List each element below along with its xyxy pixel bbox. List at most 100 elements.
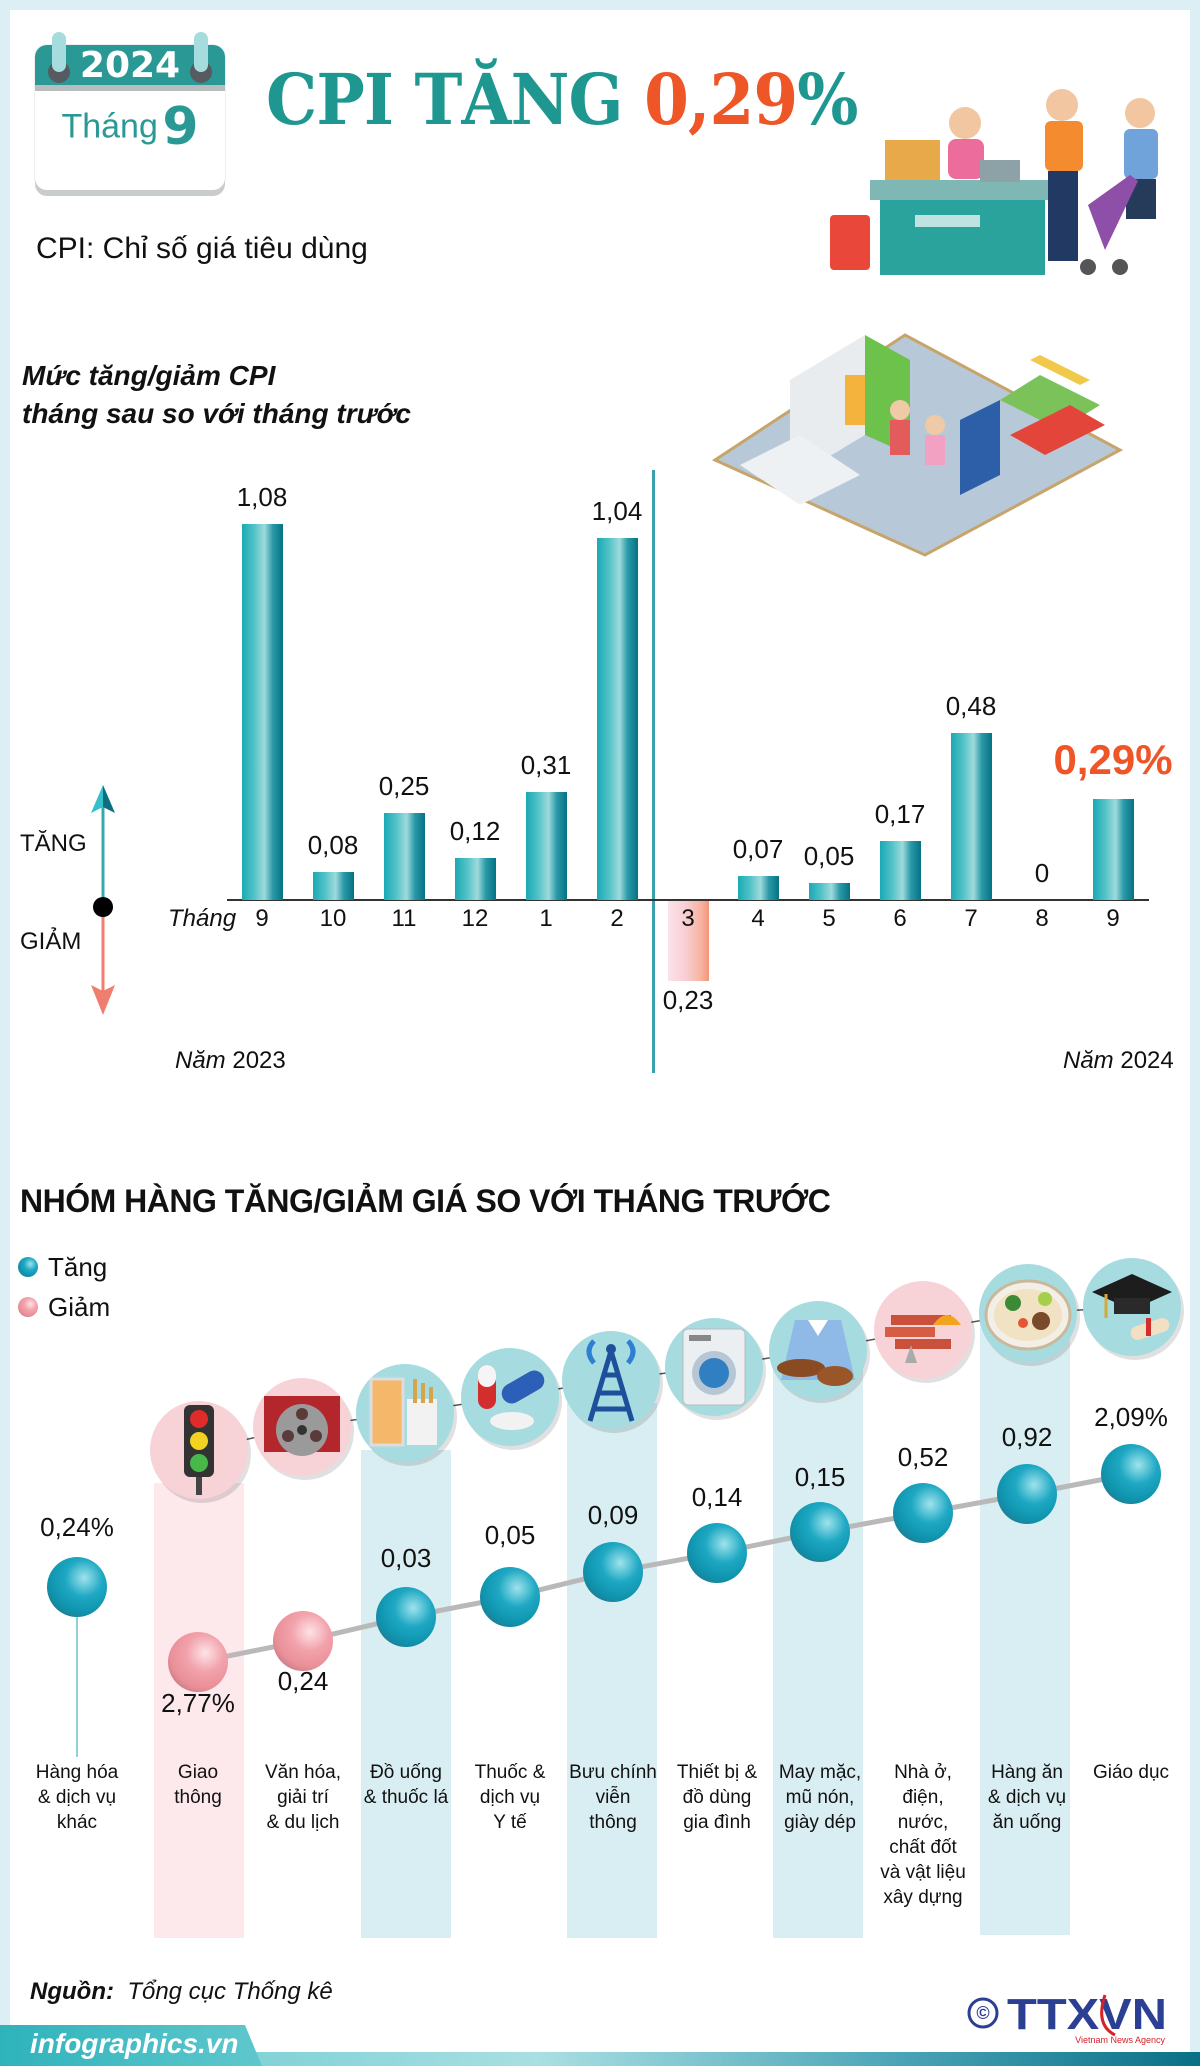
antenna-tower-icon [562, 1331, 660, 1429]
source-note: Nguồn: Tổng cục Thống kê [30, 1978, 333, 2006]
bricks-helmet-icon [874, 1281, 972, 1379]
drink-cigarette-icon [356, 1364, 454, 1462]
month-tick: 10 [319, 905, 347, 932]
label-line: Giáo dục [1092, 1762, 1170, 1783]
bar-value: 1,08 [236, 482, 288, 512]
legend-up-dot-icon [18, 1257, 38, 1277]
bar-value: 0,05 [803, 841, 855, 871]
column-bg [154, 1483, 244, 1938]
value-ball-up [790, 1502, 850, 1562]
label-line: điện, [902, 1787, 944, 1808]
supermarket-illustration [711, 333, 1124, 557]
label-line: Nhà ở, [894, 1762, 952, 1783]
label-line: Giao [177, 1762, 219, 1783]
label-line: Đồ uống [370, 1762, 442, 1783]
bar-2024-06 [880, 841, 921, 900]
group-label: Giáo dục [1079, 1760, 1183, 1785]
month-tick: 5 [822, 905, 836, 932]
month-tick: 7 [964, 905, 978, 932]
bar-value: 0 [1034, 858, 1050, 888]
year-label-2023: Năm 2023 [175, 1047, 286, 1075]
legend-down-dot-icon [18, 1297, 38, 1317]
source-label: Nguồn: [30, 1978, 114, 2005]
bar-value: 0,07 [732, 834, 784, 864]
bar-value: 0,31 [520, 750, 572, 780]
label-line: Y tế [493, 1812, 527, 1833]
label-line: Thiết bị & [676, 1762, 758, 1783]
value-ball-down [168, 1632, 228, 1692]
label-line: thông [174, 1787, 222, 1808]
calendar-badge: 2024 Tháng 9 [35, 45, 225, 190]
checkout-counter-illustration [830, 89, 1158, 275]
x-axis-label: Tháng [168, 905, 237, 932]
month-tick: 9 [255, 905, 269, 932]
bar-value: 0,48 [945, 691, 997, 721]
x-axis [227, 899, 1149, 901]
value-ball-up [997, 1464, 1057, 1524]
ttxvn-logo: © TTXVN Vietnam News Agency [965, 1985, 1175, 2050]
subtitle: CPI: Chỉ số giá tiêu dùng [36, 232, 368, 265]
year-label-2024: Năm 2024 [1063, 1047, 1174, 1075]
group-label: Hàng hóa & dịch vụ khác [25, 1760, 129, 1835]
decrease-label: GIẢM [20, 928, 82, 955]
bar-2024-03-negative [668, 901, 709, 981]
increase-label: TĂNG [20, 830, 87, 857]
copyright-symbol: © [976, 2003, 989, 2023]
month-tick: 11 [391, 905, 417, 932]
up-down-arrow-icon [91, 785, 115, 1015]
bar-2023-11 [384, 813, 425, 900]
label-line: thông [589, 1812, 637, 1833]
year-number: 2023 [232, 1047, 286, 1074]
group-label: Bưu chính viễn thông [561, 1760, 665, 1835]
value-ball-up [583, 1542, 643, 1602]
title-suffix: % [797, 58, 858, 141]
label-line: & dịch vụ [987, 1787, 1067, 1808]
label-line: & thuốc lá [363, 1787, 449, 1808]
value-ball-up [47, 1557, 107, 1617]
group-value: 2,09% [1094, 1402, 1168, 1432]
label-line: Bưu chính [569, 1762, 657, 1783]
label-line: nước, [897, 1812, 949, 1833]
source-value: Tổng cục Thống kê [127, 1978, 333, 2005]
label-line: khác [56, 1812, 98, 1833]
calendar-month: Tháng 9 [35, 97, 225, 157]
film-reel-icon [253, 1378, 351, 1476]
bar-2024-04 [738, 876, 779, 900]
label-line: giải trí [277, 1787, 329, 1808]
group-value: 0,14 [691, 1482, 743, 1512]
group-value: 0,52 [897, 1442, 949, 1472]
site-link[interactable]: infographics.vn [30, 2028, 239, 2059]
bar-value: 0,17 [874, 799, 926, 829]
year-divider [652, 470, 655, 1073]
label-line: & dịch vụ [37, 1787, 117, 1808]
label-line: mũ nón, [785, 1787, 855, 1808]
label-line: Hàng hóa [35, 1762, 119, 1783]
group-value: 0,09 [587, 1500, 639, 1530]
bar-value: 0,23 [662, 985, 714, 1015]
bar-2023-09 [242, 524, 283, 900]
label-line: May mặc, [778, 1762, 862, 1783]
column-bg [980, 1320, 1070, 1935]
value-ball-up [1101, 1444, 1161, 1504]
label-line: và vật liệu [880, 1862, 966, 1883]
group-value: 0,15 [794, 1462, 846, 1492]
group-label: May mặc, mũ nón, giày dép [768, 1760, 872, 1835]
calendar-ring-icon [52, 32, 66, 72]
group-label: Thuốc & dịch vụ Y tế [458, 1760, 562, 1835]
group-value: 0,24 [277, 1666, 329, 1696]
site-tab[interactable]: infographics.vn [0, 2025, 262, 2066]
month-tick: 8 [1035, 905, 1049, 932]
month-tick: 9 [1106, 905, 1120, 932]
month-tick: 4 [751, 905, 765, 932]
traffic-light-icon [150, 1401, 248, 1499]
value-ball-down [273, 1611, 333, 1671]
label-line: Thuốc & [474, 1762, 546, 1783]
group-value: 2,77% [161, 1688, 235, 1718]
agency-name: TTXVN [1007, 1990, 1167, 2039]
label-line: & du lịch [266, 1812, 340, 1833]
pill-icon [461, 1348, 559, 1446]
group-label: Đồ uống & thuốc lá [354, 1760, 458, 1810]
monthly-chart-title: Mức tăng/giảm CPI tháng sau so với tháng… [22, 357, 411, 433]
groups-chart-title: NHÓM HÀNG TĂNG/GIẢM GIÁ SO VỚI THÁNG TRƯ… [20, 1183, 831, 1219]
